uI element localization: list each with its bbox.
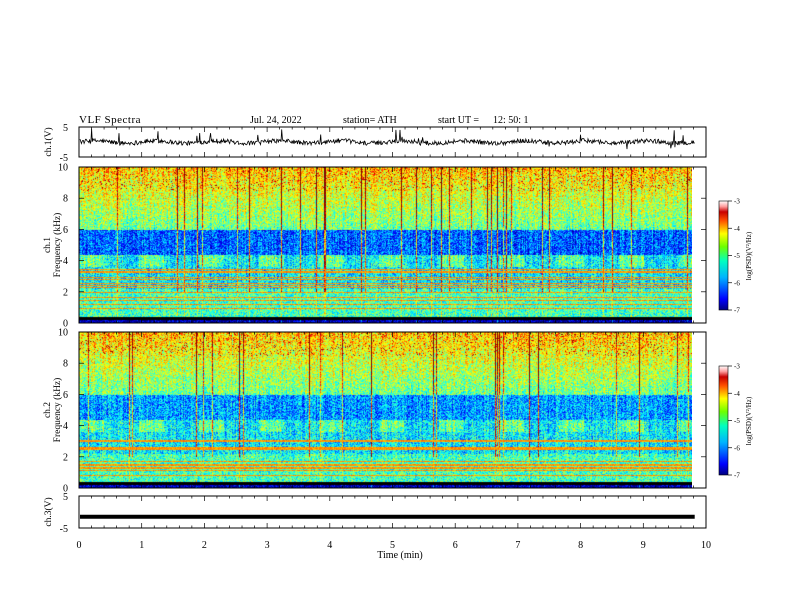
- ch1-ytick-top: 5: [63, 123, 68, 134]
- start-ut-label: start UT =: [438, 115, 479, 126]
- ch1-waveform-line: [79, 128, 695, 150]
- figure-title: VLF Spectra: [79, 114, 141, 126]
- ch1-colorbar: -3 -4 -5 -6 -7 log(PSD)(V²/Hz): [718, 198, 753, 315]
- x-tick-label: 4: [327, 540, 332, 551]
- y-tick-label: 0: [63, 484, 68, 495]
- ch2-spectrogram-yticklabels: 0 2 4 6 8 10: [58, 328, 706, 495]
- ch1-spectrogram-heatmap: [79, 167, 692, 323]
- ch1-spectrogram-yticklabels: 0 2 4 6 8 10: [58, 163, 706, 330]
- x-tick-label: 2: [202, 540, 207, 551]
- station-label: station= ATH: [343, 115, 397, 126]
- x-axis-label: Time (min): [377, 550, 422, 561]
- x-axis-ticklabels: 0 1 2 3 4 5 6 7 8 9 10: [77, 540, 712, 551]
- x-tick-label: 3: [265, 540, 270, 551]
- colorbar-tick-label: -6: [734, 444, 740, 452]
- ch3-ytick-bottom: -5: [60, 524, 68, 535]
- ch1-waveform-panel: 5 -5 ch.1(V): [43, 123, 707, 164]
- x-tick-label: 6: [453, 540, 458, 551]
- start-ut-value: 12: 50: 1: [493, 115, 529, 126]
- y-tick-label: 6: [63, 225, 68, 236]
- ch1-ytick-bottom: -5: [60, 153, 68, 164]
- ch1-spectrogram-panel: 0 2 4 6 8 10 ch.1 Frequency (kHz): [43, 163, 707, 330]
- y-tick-label: 6: [63, 390, 68, 401]
- y-tick-label: 4: [63, 421, 68, 432]
- x-tick-label: 7: [515, 540, 520, 551]
- y-tick-label: 2: [63, 452, 68, 463]
- x-tick-label: 9: [641, 540, 646, 551]
- ch1-waveform-ylabel: ch.1(V): [43, 127, 54, 156]
- x-tick-label: 5: [390, 540, 395, 551]
- ch2-spectrogram-ticks: [78, 332, 707, 488]
- ch1-waveform-ticks: [78, 127, 707, 157]
- date-label: Jul. 24, 2022: [250, 115, 302, 126]
- colorbar-tick-label: -6: [734, 279, 740, 287]
- ch3-waveform-ticks: [78, 496, 707, 528]
- colorbar-tick-label: -4: [734, 390, 740, 398]
- ch1-spectrogram-ylabel-frequency: Frequency (kHz): [52, 213, 63, 278]
- ch2-colorbar: -3 -4 -5 -6 -7 log(PSD)(V²/Hz): [718, 363, 753, 480]
- colorbar-tick-label: -7: [734, 472, 740, 480]
- ch2-spectrogram-ylabel-frequency: Frequency (kHz): [52, 378, 63, 443]
- x-tick-label: 1: [139, 540, 144, 551]
- ch3-waveform-panel: 5 -5 ch.3(V): [43, 492, 707, 535]
- x-tick-label: 8: [578, 540, 583, 551]
- ch1-colorbar-ticks: -3 -4 -5 -6 -7: [728, 198, 740, 315]
- colorbar-tick-label: -3: [734, 363, 740, 371]
- y-tick-label: 10: [58, 163, 68, 174]
- ch2-spectrogram-ylabel-channel: ch.2: [43, 402, 53, 418]
- ch1-spectrogram-ticks: [78, 167, 707, 323]
- y-tick-label: 0: [63, 319, 68, 330]
- x-tick-label: 0: [77, 540, 82, 551]
- ch2-spectrogram-heatmap: [79, 332, 692, 488]
- colorbar-tick-label: -3: [734, 198, 740, 206]
- colorbar-tick-label: -7: [734, 307, 740, 315]
- colorbar-tick-label: -5: [734, 252, 740, 260]
- ch3-waveform-ylabel: ch.3(V): [43, 497, 54, 526]
- ch1-colorbar-gradient: [718, 200, 729, 311]
- ch1-spectrogram-ylabel-channel: ch.1: [43, 237, 53, 253]
- ch1-colorbar-label: log(PSD)(V²/Hz): [745, 231, 753, 280]
- y-tick-label: 10: [58, 328, 68, 339]
- ch2-colorbar-gradient: [718, 365, 729, 476]
- y-tick-label: 4: [63, 256, 68, 267]
- y-tick-label: 2: [63, 287, 68, 298]
- ch2-colorbar-ticks: -3 -4 -5 -6 -7: [728, 363, 740, 480]
- y-tick-label: 8: [63, 194, 68, 205]
- colorbar-tick-label: -5: [734, 417, 740, 425]
- colorbar-tick-label: -4: [734, 225, 740, 233]
- y-tick-label: 8: [63, 359, 68, 370]
- ch2-colorbar-label: log(PSD)(V²/Hz): [745, 396, 753, 445]
- x-tick-label: 10: [701, 540, 711, 551]
- ch3-ytick-top: 5: [63, 492, 68, 503]
- ch2-spectrogram-panel: 0 2 4 6 8 10 ch.2 Frequency (kHz): [43, 328, 707, 495]
